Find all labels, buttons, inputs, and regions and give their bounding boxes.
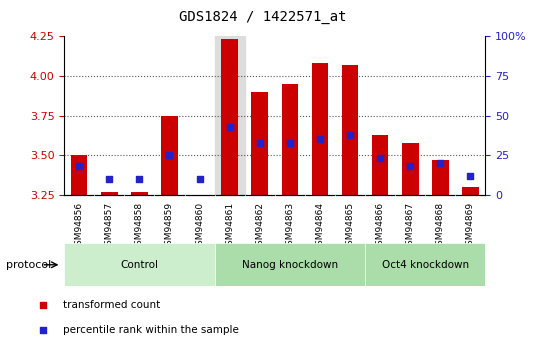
Bar bbox=[402, 142, 418, 195]
Text: GSM94860: GSM94860 bbox=[195, 202, 204, 251]
Bar bbox=[432, 160, 449, 195]
Text: GSM94861: GSM94861 bbox=[225, 202, 234, 251]
Bar bbox=[372, 135, 388, 195]
Point bbox=[436, 160, 445, 166]
Text: GSM94867: GSM94867 bbox=[406, 202, 415, 251]
Text: GSM94862: GSM94862 bbox=[255, 202, 264, 251]
Bar bbox=[64, 243, 215, 286]
Text: GSM94857: GSM94857 bbox=[105, 202, 114, 251]
Text: protocol: protocol bbox=[6, 260, 51, 270]
Bar bbox=[341, 65, 358, 195]
Bar bbox=[215, 243, 365, 286]
Bar bbox=[131, 192, 148, 195]
Point bbox=[225, 124, 234, 129]
Text: GSM94856: GSM94856 bbox=[75, 202, 84, 251]
Text: transformed count: transformed count bbox=[63, 300, 160, 310]
Bar bbox=[161, 116, 178, 195]
Point bbox=[285, 140, 294, 145]
Point bbox=[165, 152, 174, 158]
Bar bbox=[282, 84, 298, 195]
Text: GSM94865: GSM94865 bbox=[345, 202, 354, 251]
Point bbox=[195, 176, 204, 182]
Text: GSM94869: GSM94869 bbox=[466, 202, 475, 251]
Point bbox=[376, 156, 384, 161]
Bar bbox=[71, 155, 88, 195]
Point bbox=[75, 164, 84, 169]
Text: Control: Control bbox=[121, 260, 158, 270]
Point bbox=[105, 176, 114, 182]
Point bbox=[411, 214, 420, 219]
Text: percentile rank within the sample: percentile rank within the sample bbox=[63, 325, 239, 335]
Text: GSM94858: GSM94858 bbox=[135, 202, 144, 251]
Point bbox=[135, 176, 144, 182]
Point bbox=[256, 140, 264, 145]
Bar bbox=[365, 243, 485, 286]
Point bbox=[315, 137, 324, 142]
Bar bbox=[222, 39, 238, 195]
Text: GSM94866: GSM94866 bbox=[376, 202, 384, 251]
Point bbox=[345, 132, 354, 137]
Bar bbox=[101, 192, 118, 195]
Bar bbox=[462, 187, 479, 195]
Text: GSM94864: GSM94864 bbox=[315, 202, 324, 251]
Bar bbox=[312, 63, 328, 195]
Point bbox=[466, 173, 475, 179]
Text: GSM94859: GSM94859 bbox=[165, 202, 174, 251]
Bar bbox=[252, 92, 268, 195]
Bar bbox=[215, 36, 245, 195]
Point bbox=[406, 164, 415, 169]
Text: GSM94863: GSM94863 bbox=[285, 202, 295, 251]
Text: Oct4 knockdown: Oct4 knockdown bbox=[382, 260, 469, 270]
Text: GSM94868: GSM94868 bbox=[436, 202, 445, 251]
Text: Nanog knockdown: Nanog knockdown bbox=[242, 260, 338, 270]
Text: GDS1824 / 1422571_at: GDS1824 / 1422571_at bbox=[179, 10, 346, 24]
